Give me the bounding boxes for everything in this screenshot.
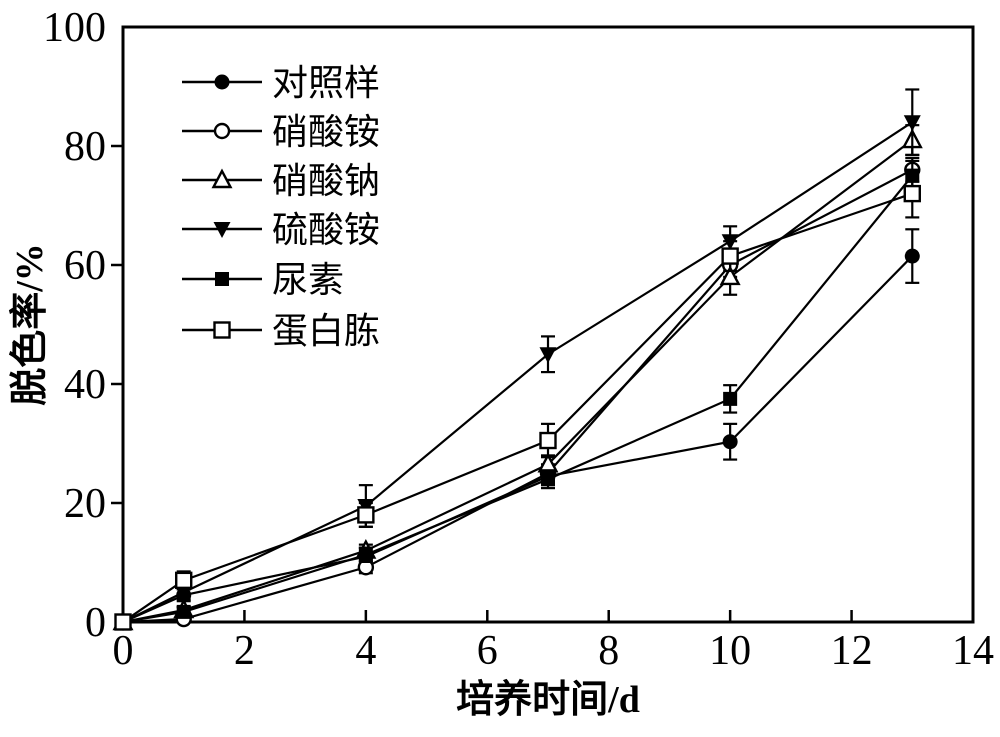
x-tick-label: 10 <box>709 628 751 674</box>
open-triangle-marker-icon <box>211 168 233 189</box>
legend-item: 尿素 <box>182 260 344 300</box>
x-tick-label: 8 <box>598 628 619 674</box>
y-tick-label: 40 <box>64 362 106 408</box>
y-tick-label: 0 <box>85 600 106 646</box>
filled-triangle-down-marker-icon <box>539 347 557 364</box>
series-0 <box>115 228 920 630</box>
legend-label: 对照样 <box>272 63 380 103</box>
legend-item: 硝酸钠 <box>182 161 380 201</box>
filled-circle-marker-icon <box>722 434 738 450</box>
legend-item: 对照样 <box>182 63 380 103</box>
legend-label: 蛋白胨 <box>272 311 380 351</box>
y-tick-label: 20 <box>64 481 106 527</box>
x-axis: 0 2 4 6 8 10 12 14 <box>113 610 994 674</box>
legend-label: 硝酸钠 <box>272 161 380 201</box>
open-square-marker-icon <box>213 321 231 339</box>
x-tick-label: 0 <box>113 628 134 674</box>
open-square-marker-icon <box>175 571 193 590</box>
filled-circle-marker-icon <box>904 248 920 264</box>
x-tick-label: 6 <box>477 628 498 674</box>
legend-item: 硝酸铵 <box>182 112 380 152</box>
legend-item: 蛋白胨 <box>182 311 380 351</box>
open-triangle-marker-icon <box>719 265 741 286</box>
open-square-marker-icon <box>357 506 375 524</box>
open-square-marker-icon <box>539 431 557 450</box>
legend-label: 尿素 <box>272 260 344 300</box>
open-square-marker-icon <box>721 247 739 265</box>
filled-triangle-down-marker-icon <box>903 115 921 132</box>
legend-item: 硫酸铵 <box>182 210 380 250</box>
open-square-marker-icon <box>114 613 132 631</box>
series-line <box>122 255 914 624</box>
x-axis-title: 培养时间/d <box>456 679 640 721</box>
plot-border <box>121 25 975 624</box>
y-axis: 0 20 40 60 80 100 <box>43 5 123 646</box>
filled-square-marker-icon <box>723 391 738 406</box>
y-tick-label: 100 <box>43 5 106 51</box>
series-line <box>122 139 913 624</box>
series-5 <box>114 168 921 631</box>
legend-label: 硝酸铵 <box>272 112 380 152</box>
legend-label: 硫酸铵 <box>272 210 380 250</box>
filled-circle-marker-icon <box>214 74 230 90</box>
x-tick-label: 2 <box>234 628 255 674</box>
series-4 <box>116 159 920 629</box>
y-tick-label: 80 <box>64 124 106 170</box>
series-2 <box>112 124 923 631</box>
x-tick-label: 14 <box>952 628 994 674</box>
x-tick-label: 12 <box>831 628 873 674</box>
filled-square-marker-icon <box>215 272 229 286</box>
y-tick-label: 60 <box>64 243 106 289</box>
filled-square-marker-icon <box>176 604 191 619</box>
series-line <box>122 175 914 624</box>
x-tick-label: 4 <box>355 628 376 674</box>
open-square-marker-icon <box>903 184 921 203</box>
series-line <box>122 121 913 623</box>
series-line <box>122 192 913 623</box>
y-axis-title: 脱色率/% <box>9 243 51 406</box>
series-line <box>122 168 913 624</box>
series-3 <box>114 88 921 631</box>
filled-triangle-down-marker-icon <box>213 222 231 238</box>
filled-square-marker-icon <box>541 472 555 487</box>
open-circle-marker-icon <box>213 122 231 140</box>
filled-square-marker-icon <box>358 547 373 562</box>
